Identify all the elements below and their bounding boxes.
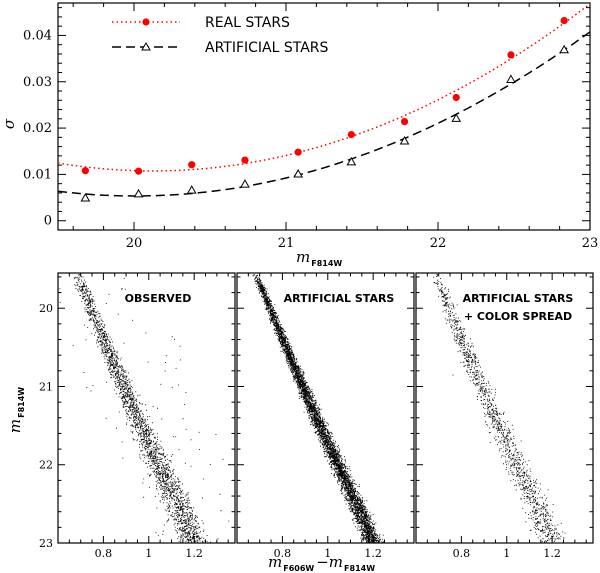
cmd-y-tick-label: 21 [39, 380, 53, 393]
top-x-axis-label: mF814W [296, 248, 342, 268]
artificial-stars-point [399, 136, 410, 145]
top-y-tick-label: 0.04 [23, 28, 52, 43]
cmd-x-tick-label: 0.8 [453, 547, 471, 560]
artificial-title: ARTIFICIAL STARS [284, 292, 395, 305]
real-stars-point [507, 51, 515, 59]
real-stars-fit-curve [57, 3, 591, 172]
top-x-tick-label: 23 [582, 236, 599, 251]
top-x-tick-label: 22 [430, 236, 447, 251]
artificial-stars-point [346, 156, 357, 166]
artificial-stars-point [506, 74, 516, 83]
real-stars-point [347, 130, 355, 139]
top-x-tick-label: 21 [278, 236, 295, 251]
top-x-tick-label: 20 [126, 236, 143, 251]
cmd-x-tick-label: 1.2 [364, 547, 382, 560]
cmd-x-tick-label: 1 [324, 547, 331, 560]
real-stars-point [81, 167, 89, 175]
bottom-x-label-m1: m [268, 553, 282, 571]
top-plot-frame [57, 2, 591, 231]
real-stars-point [452, 93, 460, 102]
star-point-cloud [252, 274, 384, 543]
bottom-x-axis-label: mF606W −mF814W [268, 553, 375, 573]
top-y-tick-label: 0.01 [23, 167, 52, 182]
bottom-panel-artificial: 0.8 1 1.2 ARTIFICIAL STARS [236, 272, 415, 560]
color-spread-title-line1: ARTIFICIAL STARS [463, 292, 574, 305]
bottom-panel-observed: 0.8 1 1.2 20 21 22 23 OBSERVED [39, 272, 236, 560]
artificial-stars-point [451, 113, 462, 122]
bottom-y-axis-label: mF814W [6, 387, 26, 433]
real-stars-point [294, 148, 302, 156]
artificial-star-points [252, 274, 384, 543]
legend-real-label: REAL STARS [205, 15, 290, 31]
top-fit-curves [57, 3, 591, 197]
top-axis-ticks: 20 21 22 23 0 0.01 0.02 0.03 0.04 [23, 3, 598, 251]
top-y-tick-label: 0.03 [23, 75, 52, 90]
real-stars-point [134, 167, 143, 175]
cmd-x-tick-label: 1.2 [543, 547, 561, 560]
cmd-y-tick-label: 22 [39, 459, 53, 472]
color-spread-axis-ticks: 0.8 1 1.2 [415, 273, 593, 560]
cmd-y-tick-label: 20 [39, 302, 53, 315]
artificial-stars-point [240, 179, 250, 188]
top-data-points [80, 17, 570, 202]
top-x-axis-label-sub: F814W [311, 259, 342, 268]
observed-star-points [59, 274, 230, 543]
cmd-x-tick-label: 1 [145, 547, 152, 560]
legend-real-marker [142, 18, 150, 26]
top-y-tick-label: 0.02 [23, 121, 52, 136]
artificial-stars-point [133, 188, 144, 198]
color-spread-frame [415, 272, 594, 544]
legend-artificial-label: ARTIFICIAL STARS [205, 40, 329, 56]
color-spread-title-line2: + COLOR SPREAD [464, 310, 572, 323]
artificial-axis-ticks: 0.8 1 1.2 [236, 273, 414, 560]
bottom-panel-color-spread: 0.8 1 1.2 ARTIFICIAL STARS + COLOR SPREAD [415, 272, 594, 560]
artificial-stars-point [293, 168, 304, 178]
bottom-x-label-sub2: F814W [344, 564, 375, 573]
cmd-x-tick-label: 0.8 [95, 547, 113, 560]
top-panel: 20 21 22 23 0 0.01 0.02 0.03 0.04 REAL STARS ART… [0, 2, 598, 268]
cmd-x-tick-label: 1.2 [185, 547, 203, 560]
legend: REAL STARS ARTIFICIAL STARS [112, 15, 329, 56]
top-y-tick-label: 0 [44, 214, 52, 229]
real-stars-point [560, 17, 568, 25]
artificial-stars-point [80, 193, 91, 202]
observed-axis-ticks: 0.8 1 1.2 20 21 22 23 [39, 273, 235, 560]
star-point-cloud [59, 274, 230, 543]
bottom-y-axis-label-sub: F814W [17, 387, 26, 418]
artificial-frame [236, 272, 415, 544]
real-stars-point [400, 117, 409, 126]
artificial-stars-point [186, 185, 197, 194]
top-y-axis-label: σ [0, 118, 18, 129]
top-x-axis-label-main: m [296, 248, 310, 266]
artificial-stars-fit-curve [57, 31, 591, 197]
cmd-x-tick-label: 1 [503, 547, 510, 560]
artificial-stars-point [559, 44, 570, 54]
real-stars-point [188, 161, 196, 169]
cmd-x-tick-label: 0.8 [274, 547, 292, 560]
observed-frame [57, 272, 236, 544]
real-stars-point [241, 156, 249, 164]
bottom-y-axis-label-main: m [6, 419, 24, 433]
observed-title: OBSERVED [125, 292, 192, 305]
legend-artificial-marker [141, 41, 151, 51]
cmd-y-tick-label: 23 [39, 537, 53, 550]
bottom-x-label-sep: −m [316, 553, 343, 571]
bottom-x-label-sub1: F606W [283, 564, 314, 573]
